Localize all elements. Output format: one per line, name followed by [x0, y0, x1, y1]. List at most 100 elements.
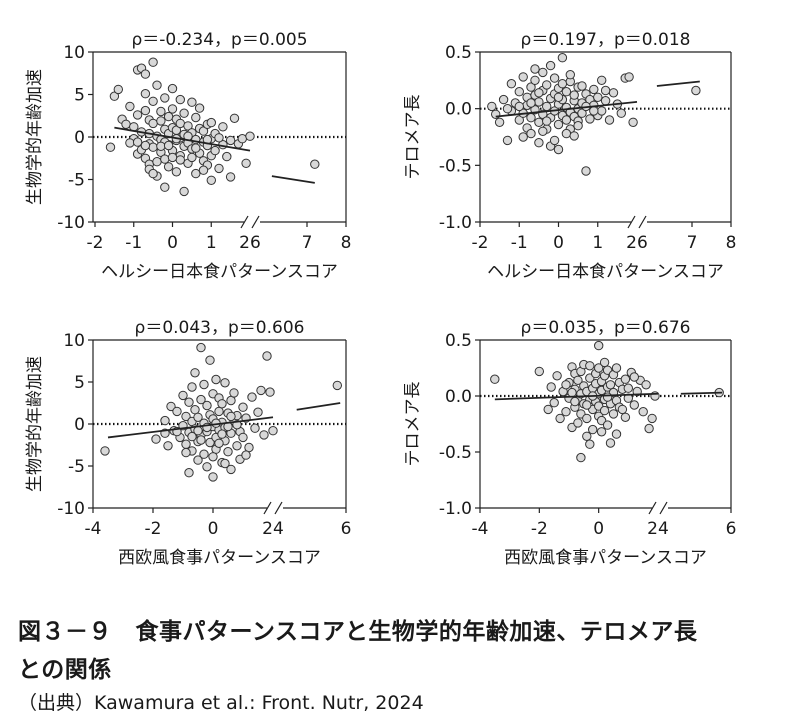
- data-point: [178, 390, 188, 401]
- data-point: [193, 412, 203, 422]
- data-point: [608, 409, 619, 419]
- data-point: [105, 142, 116, 152]
- data-point: [526, 113, 536, 123]
- y-tick-label: -5: [68, 457, 85, 477]
- data-point: [604, 115, 615, 125]
- axis-break-mark: [240, 215, 249, 229]
- data-point: [184, 397, 194, 407]
- axis-break-mark: [251, 215, 260, 229]
- data-point: [546, 382, 556, 392]
- data-point: [600, 85, 611, 96]
- regression-line-extended: [680, 391, 723, 395]
- y-tick-label: 10: [63, 43, 85, 63]
- data-point: [506, 79, 517, 89]
- data-point: [573, 375, 583, 385]
- data-point: [172, 406, 182, 417]
- data-point: [247, 392, 257, 402]
- data-point: [585, 114, 595, 124]
- y-axis-label: テロメア長: [403, 382, 423, 467]
- x-tick-label: 7: [687, 233, 698, 253]
- data-point: [542, 116, 552, 126]
- x-axis-label: 西欧風食事パターンスコア: [504, 548, 707, 568]
- data-point: [629, 372, 639, 382]
- data-point: [599, 357, 610, 368]
- data-point: [557, 79, 568, 89]
- stat-label: ρ＝0.197，p＝0.018: [521, 30, 691, 50]
- data-point: [585, 439, 595, 449]
- data-point: [183, 121, 193, 131]
- data-point: [534, 138, 544, 148]
- data-point: [148, 168, 158, 179]
- y-tick-label: 10: [63, 331, 85, 351]
- data-point: [253, 407, 263, 417]
- data-point: [542, 80, 552, 90]
- data-point: [206, 117, 217, 128]
- x-tick-label: -1: [125, 233, 142, 253]
- data-point: [594, 363, 604, 373]
- data-point: [605, 380, 616, 390]
- data-point: [238, 402, 248, 412]
- data-point: [617, 404, 628, 415]
- data-point: [166, 401, 176, 412]
- y-tick-label: 0.0: [445, 100, 472, 120]
- data-point: [608, 88, 619, 98]
- figure-caption-title: 図３－９ 食事パターンスコアと生物学的年齢加速、テロメア長: [18, 619, 698, 645]
- data-point: [561, 128, 572, 139]
- data-point: [210, 145, 220, 156]
- regression-line-extended: [271, 175, 315, 184]
- data-point: [125, 138, 135, 148]
- data-point: [113, 84, 124, 95]
- data-point: [602, 392, 613, 402]
- stat-label: ρ＝-0.234，p＝0.005: [131, 30, 307, 50]
- data-point: [534, 117, 544, 128]
- data-point: [561, 380, 571, 390]
- axis-break-mark: [638, 215, 647, 229]
- y-tick-label: 0.5: [445, 331, 472, 351]
- data-point: [549, 398, 559, 408]
- data-point: [577, 108, 587, 118]
- x-axis-label: ヘルシー日本食パターンスコア: [101, 262, 338, 282]
- data-point: [241, 450, 251, 460]
- data-point: [202, 462, 212, 472]
- data-point: [588, 424, 598, 435]
- data-point: [514, 101, 524, 112]
- data-point: [624, 72, 634, 82]
- scatter-panel-3: 10 5 0 -5 -10-4 -2 0 24 6 ρ＝0.043，p＝0.606 西欧風食事パター…: [25, 318, 351, 568]
- data-point: [589, 84, 599, 95]
- data-point: [332, 380, 342, 391]
- x-tick-label: 7: [302, 233, 313, 253]
- data-point: [602, 420, 613, 430]
- data-point: [160, 154, 170, 164]
- data-point: [187, 97, 197, 107]
- data-point: [582, 400, 592, 410]
- data-point: [611, 363, 622, 373]
- y-axis-label: テロメア長: [403, 95, 423, 180]
- data-point: [549, 73, 560, 83]
- data-point: [193, 426, 203, 436]
- data-point: [577, 81, 587, 91]
- data-point: [181, 411, 191, 422]
- y-tick-label: 5: [74, 373, 85, 393]
- data-point: [262, 351, 272, 361]
- data-point: [206, 175, 217, 186]
- data-point: [196, 394, 206, 405]
- data-point: [152, 80, 162, 90]
- data-point: [641, 380, 651, 390]
- scatter-panel-4: 0.5 0.0 -0.5 -1.0-4 -2 0 24 6 ρ＝0.035，p＝0.676 西欧風…: [403, 318, 736, 568]
- data-point: [140, 69, 151, 79]
- x-tick-label: 8: [341, 233, 352, 253]
- y-tick-label: 0: [74, 415, 85, 435]
- x-tick-label: 6: [726, 519, 737, 539]
- y-tick-label: -5: [68, 171, 85, 191]
- data-point: [167, 83, 178, 94]
- data-point: [214, 438, 224, 448]
- data-point: [491, 109, 501, 120]
- data-point: [526, 82, 536, 92]
- regression-line: [107, 416, 274, 439]
- data-point: [151, 434, 161, 444]
- data-point: [156, 141, 166, 152]
- x-tick-label: 0: [208, 519, 219, 539]
- data-point: [199, 449, 209, 459]
- data-point: [132, 110, 143, 120]
